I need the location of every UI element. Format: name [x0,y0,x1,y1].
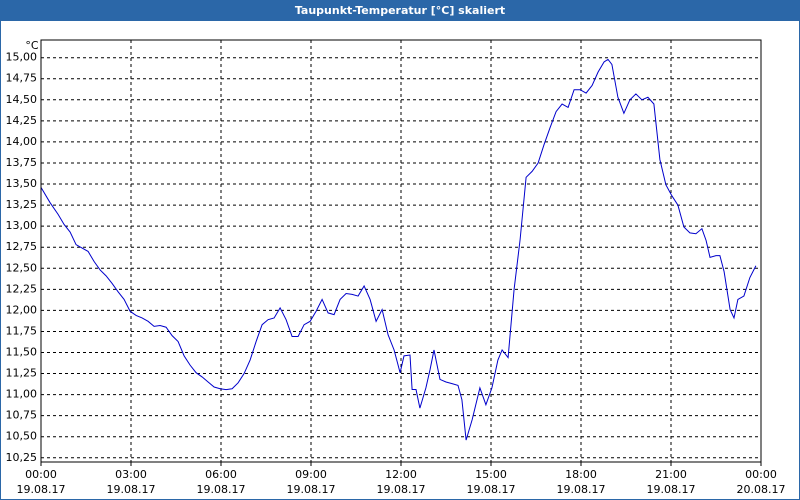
y-tick-label: 12,75 [6,240,38,253]
y-tick-label: 10,25 [6,451,38,464]
y-tick-label: 14,50 [6,93,38,106]
x-tick-label: 21:00 [655,468,687,481]
y-tick-label: 14,25 [6,114,38,127]
y-tick-label: 10,50 [6,430,38,443]
x-tick-date: 19.08.17 [17,483,66,496]
x-tick-label: 06:00 [205,468,237,481]
x-tick-label: 00:00 [745,468,777,481]
x-tick-label: 09:00 [295,468,327,481]
y-tick-label: 13,25 [6,198,38,211]
x-tick-date: 19.08.17 [647,483,696,496]
y-tick-label: 13,00 [6,219,38,232]
x-tick-date: 19.08.17 [557,483,606,496]
x-tick-label: 18:00 [565,468,597,481]
title-bar [0,0,800,21]
y-tick-label: 14,75 [6,72,38,85]
y-tick-label: 15,00 [6,51,38,64]
x-tick-date: 20.08.17 [737,483,786,496]
y-tick-label: 12,50 [6,261,38,274]
x-tick-label: 12:00 [385,468,417,481]
y-tick-label: 14,00 [6,135,38,148]
x-tick-label: 03:00 [115,468,147,481]
data-line [40,58,757,441]
y-tick-label: 12,25 [6,282,38,295]
plot-border [40,39,762,463]
y-tick-label: 13,50 [6,177,38,190]
y-tick-label: 11,25 [6,367,38,380]
x-tick-date: 19.08.17 [467,483,516,496]
y-tick-label: 11,00 [6,388,38,401]
y-tick-label: 10,75 [6,409,38,422]
chart-title: Taupunkt-Temperatur [°C] skaliert [295,4,505,17]
y-axis-label: °C [25,39,39,52]
y-tick-label: 12,00 [6,303,38,316]
x-tick-date: 19.08.17 [377,483,426,496]
x-tick-label: 15:00 [475,468,507,481]
y-tick-label: 11,75 [6,324,38,337]
x-tick-label: 00:00 [25,468,57,481]
x-tick-date: 19.08.17 [107,483,156,496]
x-tick-date: 19.08.17 [197,483,246,496]
y-tick-label: 11,50 [6,345,38,358]
y-tick-label: 13,75 [6,156,38,169]
x-tick-date: 19.08.17 [287,483,336,496]
